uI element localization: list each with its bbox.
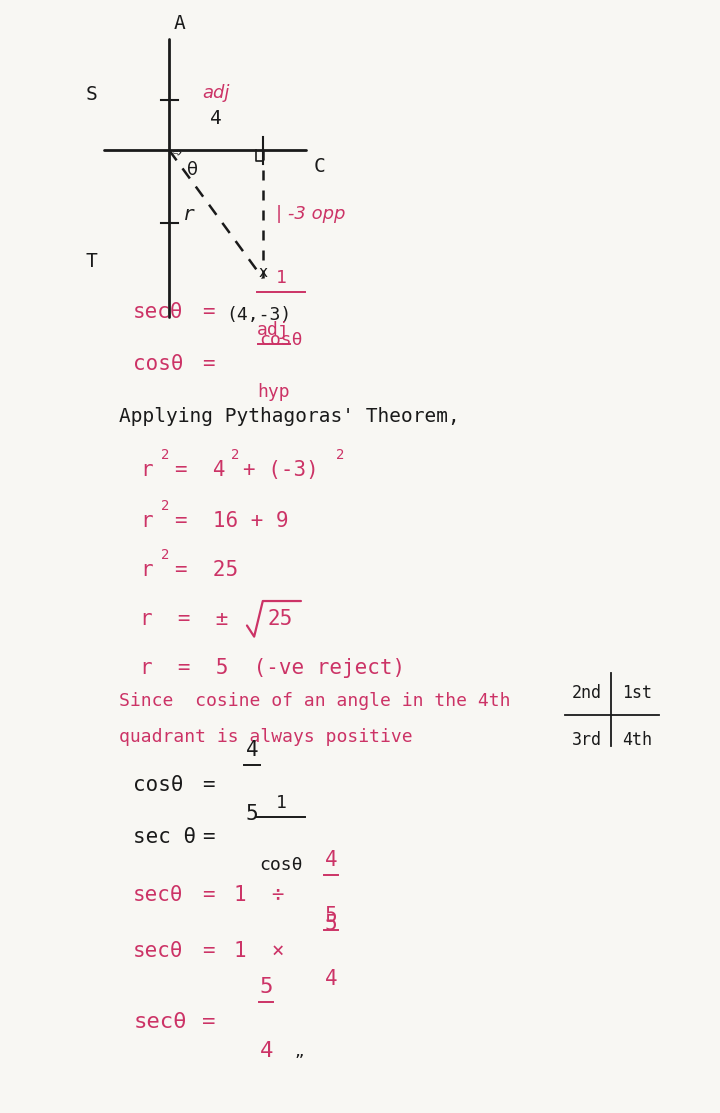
- Text: cosθ: cosθ: [259, 856, 302, 874]
- Text: 1: 1: [275, 269, 287, 287]
- Text: ➩: ➩: [173, 148, 182, 157]
- Text: 1  ÷: 1 ÷: [234, 885, 284, 905]
- Text: =: =: [202, 302, 215, 322]
- Text: 2: 2: [336, 449, 345, 462]
- Text: r  =  ±: r = ±: [140, 609, 229, 629]
- Text: =: =: [202, 940, 215, 961]
- Text: 1st: 1st: [622, 684, 652, 702]
- Text: secθ: secθ: [133, 885, 184, 905]
- Text: | -3 opp: | -3 opp: [276, 205, 345, 224]
- Text: S: S: [86, 85, 97, 105]
- Text: =: =: [202, 827, 215, 847]
- Text: 2nd: 2nd: [572, 684, 602, 702]
- Text: 4: 4: [325, 850, 338, 870]
- Text: Since  cosine of an angle in the 4th: Since cosine of an angle in the 4th: [119, 692, 510, 710]
- Text: 5: 5: [325, 906, 338, 926]
- Text: 4: 4: [325, 969, 338, 989]
- Text: secθ: secθ: [133, 302, 184, 322]
- Text: r: r: [140, 560, 153, 580]
- Text: 2: 2: [161, 500, 169, 513]
- Text: adj: adj: [257, 322, 290, 339]
- Text: 5: 5: [260, 977, 273, 997]
- Text: =: =: [202, 354, 215, 374]
- Text: quadrant is always positive: quadrant is always positive: [119, 728, 413, 746]
- Text: cosθ: cosθ: [259, 331, 302, 348]
- Text: 2: 2: [231, 449, 240, 462]
- Text: A: A: [174, 14, 186, 33]
- Text: C: C: [313, 157, 325, 177]
- Text: sec θ: sec θ: [133, 827, 197, 847]
- Text: =  25: = 25: [175, 560, 238, 580]
- Text: 5: 5: [246, 804, 258, 824]
- Text: =  4: = 4: [175, 460, 225, 480]
- Text: r  =  5  (-ve reject): r = 5 (-ve reject): [140, 658, 405, 678]
- Text: (4,-3): (4,-3): [227, 306, 292, 324]
- Text: 2: 2: [161, 549, 169, 562]
- Text: cosθ: cosθ: [133, 354, 184, 374]
- Text: T: T: [86, 252, 97, 272]
- Text: ”: ”: [294, 1053, 304, 1071]
- Text: secθ: secθ: [133, 1012, 186, 1032]
- Text: 3rd: 3rd: [572, 731, 602, 749]
- Text: hyp: hyp: [257, 383, 290, 401]
- Text: 4: 4: [260, 1041, 273, 1061]
- Text: =: =: [202, 1012, 215, 1032]
- Text: x: x: [258, 265, 267, 280]
- Text: =: =: [202, 775, 215, 795]
- Text: + (-3): + (-3): [243, 460, 319, 480]
- Text: 1: 1: [275, 795, 287, 812]
- Text: r: r: [140, 511, 153, 531]
- Text: r: r: [183, 205, 194, 224]
- Text: secθ: secθ: [133, 940, 184, 961]
- Text: 2: 2: [161, 449, 169, 462]
- Text: 4: 4: [246, 740, 258, 760]
- Text: Applying Pythagoras' Theorem,: Applying Pythagoras' Theorem,: [119, 406, 459, 426]
- Text: 4: 4: [210, 109, 222, 128]
- Text: 5: 5: [325, 914, 338, 934]
- Text: adj: adj: [202, 85, 230, 102]
- Text: cosθ: cosθ: [133, 775, 184, 795]
- Text: θ: θ: [186, 161, 198, 179]
- Text: =: =: [202, 885, 215, 905]
- Text: =  16 + 9: = 16 + 9: [175, 511, 289, 531]
- Text: 1  ×: 1 ×: [234, 940, 284, 961]
- Text: 4th: 4th: [622, 731, 652, 749]
- Text: r: r: [140, 460, 153, 480]
- Text: 25: 25: [267, 609, 292, 629]
